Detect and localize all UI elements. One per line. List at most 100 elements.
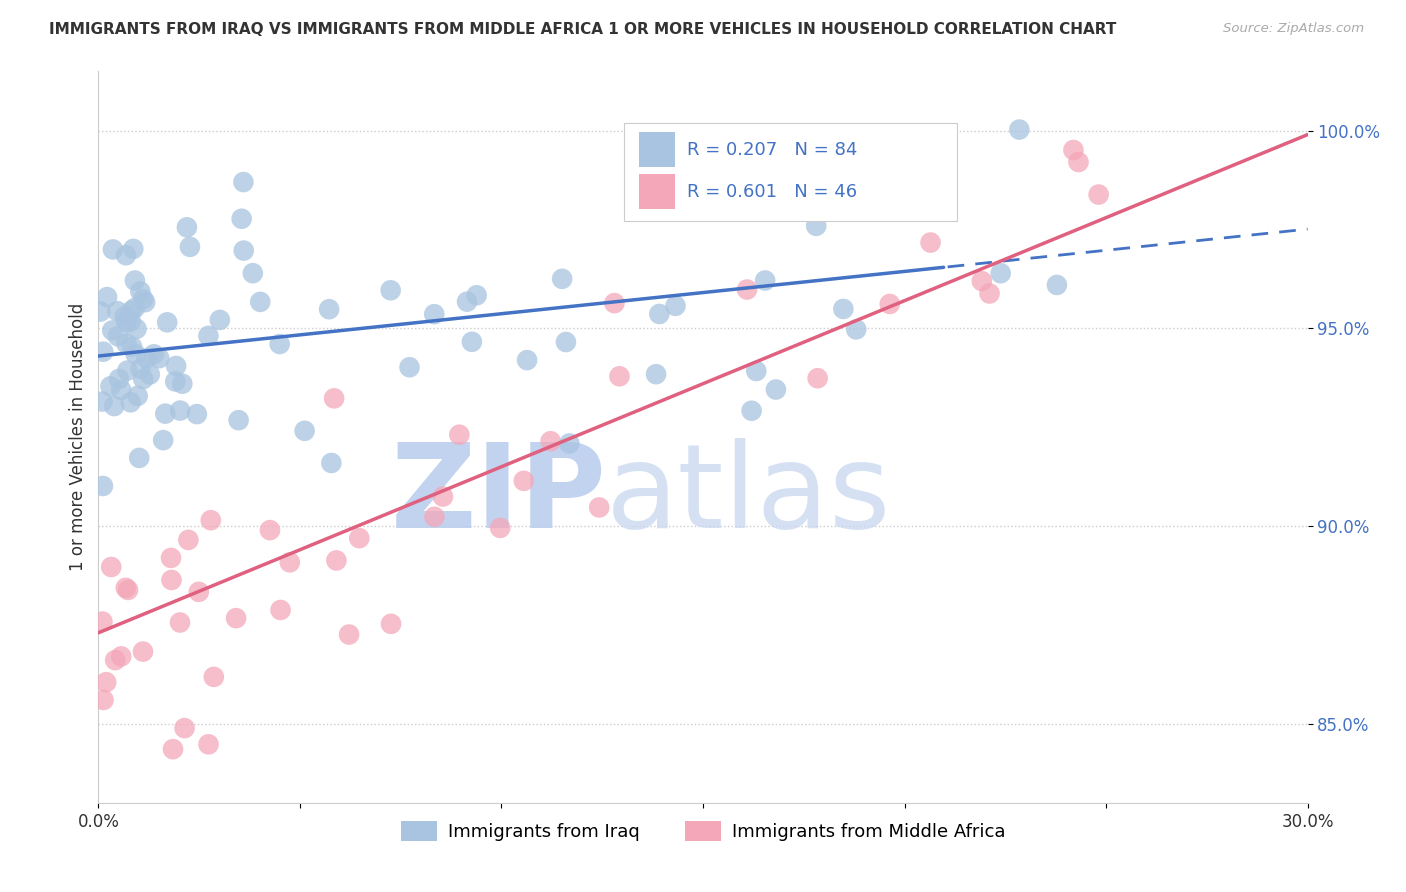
Point [648,307,671,321]
Point [121,303,143,318]
Point [103,399,125,413]
Point [177,533,200,547]
Point [516,353,538,368]
Point [806,219,828,233]
Text: ZIP: ZIP [391,438,606,553]
Point [104,653,127,667]
Point [135,351,157,366]
Point [152,433,174,447]
Point [129,361,152,376]
Point [745,364,768,378]
Point [169,615,191,630]
Point [187,585,209,599]
Point [832,301,855,316]
Point [423,509,446,524]
Point [124,274,146,288]
Point [117,582,139,597]
Point [165,375,187,389]
Point [741,403,763,417]
Point [1067,155,1090,169]
Point [603,296,626,310]
Point [588,500,610,515]
Point [754,273,776,287]
Point [110,649,132,664]
Text: Source: ZipAtlas.com: Source: ZipAtlas.com [1223,22,1364,36]
Point [117,363,139,377]
Legend: Immigrants from Iraq, Immigrants from Middle Africa: Immigrants from Iraq, Immigrants from Mi… [394,814,1012,848]
Point [380,616,402,631]
Point [979,286,1001,301]
Text: R = 0.207   N = 84: R = 0.207 N = 84 [688,141,858,159]
Point [765,383,787,397]
Point [318,302,340,317]
Point [202,670,225,684]
Point [225,611,247,625]
Point [449,427,471,442]
Point [270,603,292,617]
Point [242,266,264,280]
Point [228,413,250,427]
Point [558,436,581,450]
Bar [638,174,675,210]
Point [489,521,512,535]
Point [323,392,346,406]
Point [249,294,271,309]
Point [325,553,347,567]
Point [121,340,143,354]
Point [122,242,145,256]
Point [186,407,208,421]
Point [432,490,454,504]
Point [664,299,686,313]
Point [132,372,155,386]
Point [349,531,371,545]
Point [120,314,142,328]
Point [91,615,114,629]
Point [380,283,402,297]
Point [200,513,222,527]
Point [197,329,219,343]
Point [115,315,138,329]
Point [179,240,201,254]
Point [132,644,155,658]
Point [160,550,183,565]
Point [160,573,183,587]
Point [162,742,184,756]
Point [100,379,122,393]
Point [169,403,191,417]
Point [423,307,446,321]
Y-axis label: 1 or more Vehicles in Household: 1 or more Vehicles in Household [69,303,87,571]
Point [824,188,846,202]
Point [128,450,150,465]
Point [172,376,194,391]
Point [645,367,668,381]
Point [232,175,254,189]
Point [142,347,165,361]
Point [278,555,301,569]
Point [551,272,574,286]
Point [91,344,114,359]
Point [540,434,562,449]
Bar [624,122,957,221]
Point [1008,122,1031,136]
Point [197,737,219,751]
Point [1046,277,1069,292]
Point [269,337,291,351]
Bar [638,132,675,167]
Point [93,693,115,707]
Point [990,266,1012,280]
Point [91,394,114,409]
Point [89,304,111,318]
Point [321,456,343,470]
Point [139,368,162,382]
Point [91,479,114,493]
Point [259,523,281,537]
Point [127,389,149,403]
Point [156,315,179,329]
Point [609,369,631,384]
Point [115,336,138,351]
Point [208,313,231,327]
Point [129,285,152,299]
Text: atlas: atlas [606,438,891,553]
Point [398,360,420,375]
Point [110,383,132,397]
